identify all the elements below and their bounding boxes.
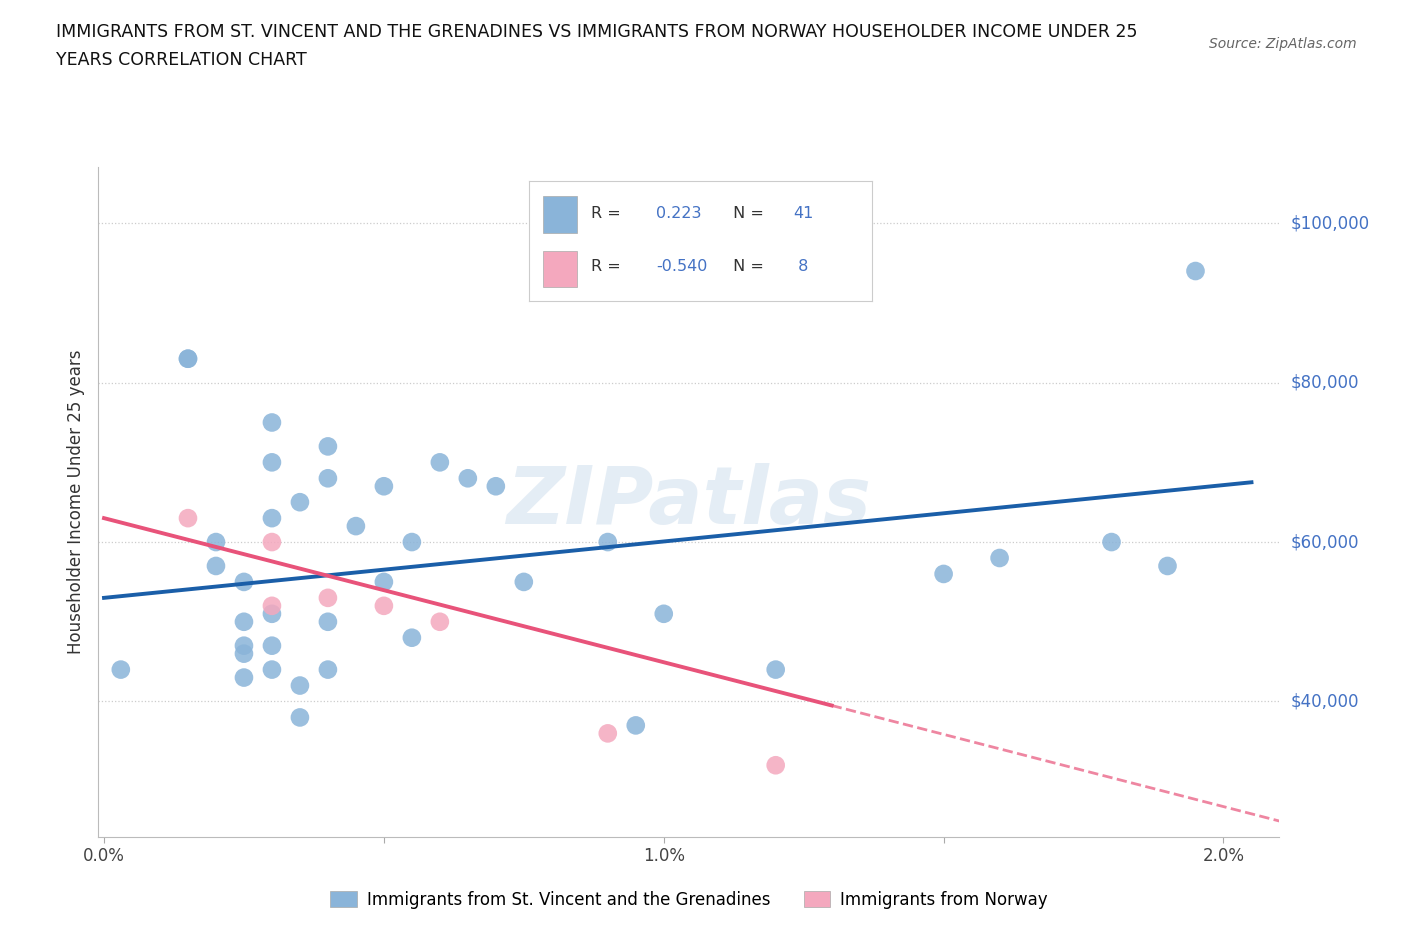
Point <box>457 471 479 485</box>
Point <box>260 662 283 677</box>
Point <box>233 646 256 661</box>
Point <box>260 455 283 470</box>
Point <box>288 495 311 510</box>
Point <box>288 710 311 724</box>
Point <box>177 352 200 366</box>
Point <box>373 598 395 613</box>
Point <box>260 415 283 430</box>
Text: YEARS CORRELATION CHART: YEARS CORRELATION CHART <box>56 51 307 69</box>
Point <box>205 535 228 550</box>
Point <box>373 575 395 590</box>
Point <box>288 678 311 693</box>
Point <box>260 638 283 653</box>
Point <box>401 631 423 645</box>
Point <box>233 671 256 685</box>
Point <box>596 535 619 550</box>
Point <box>260 606 283 621</box>
Point <box>1156 559 1178 574</box>
Text: $100,000: $100,000 <box>1291 214 1369 232</box>
Point <box>401 535 423 550</box>
Point <box>1101 535 1123 550</box>
Point <box>513 575 536 590</box>
Point <box>233 638 256 653</box>
Point <box>260 598 283 613</box>
Point <box>260 535 283 550</box>
Point <box>316 439 339 454</box>
Point <box>652 606 675 621</box>
Point <box>988 551 1011 565</box>
Text: $40,000: $40,000 <box>1291 693 1360 711</box>
Point <box>260 511 283 525</box>
Point <box>205 559 228 574</box>
Text: $80,000: $80,000 <box>1291 374 1360 392</box>
Point <box>429 615 451 630</box>
Point <box>765 662 787 677</box>
Point <box>932 566 955 581</box>
Point <box>316 662 339 677</box>
Point <box>177 511 200 525</box>
Text: IMMIGRANTS FROM ST. VINCENT AND THE GRENADINES VS IMMIGRANTS FROM NORWAY HOUSEHO: IMMIGRANTS FROM ST. VINCENT AND THE GREN… <box>56 23 1137 41</box>
Legend: Immigrants from St. Vincent and the Grenadines, Immigrants from Norway: Immigrants from St. Vincent and the Gren… <box>323 884 1054 916</box>
Point <box>485 479 508 494</box>
Y-axis label: Householder Income Under 25 years: Householder Income Under 25 years <box>66 350 84 655</box>
Point <box>316 615 339 630</box>
Point <box>765 758 787 773</box>
Point <box>344 519 367 534</box>
Point <box>316 471 339 485</box>
Point <box>429 455 451 470</box>
Point <box>596 726 619 741</box>
Text: Source: ZipAtlas.com: Source: ZipAtlas.com <box>1209 37 1357 51</box>
Point <box>1184 263 1206 278</box>
Point <box>233 615 256 630</box>
Point <box>177 352 200 366</box>
Text: $60,000: $60,000 <box>1291 533 1360 551</box>
Point <box>110 662 132 677</box>
Point <box>373 479 395 494</box>
Text: ZIPatlas: ZIPatlas <box>506 463 872 541</box>
Point <box>624 718 647 733</box>
Point <box>316 591 339 605</box>
Point <box>233 575 256 590</box>
